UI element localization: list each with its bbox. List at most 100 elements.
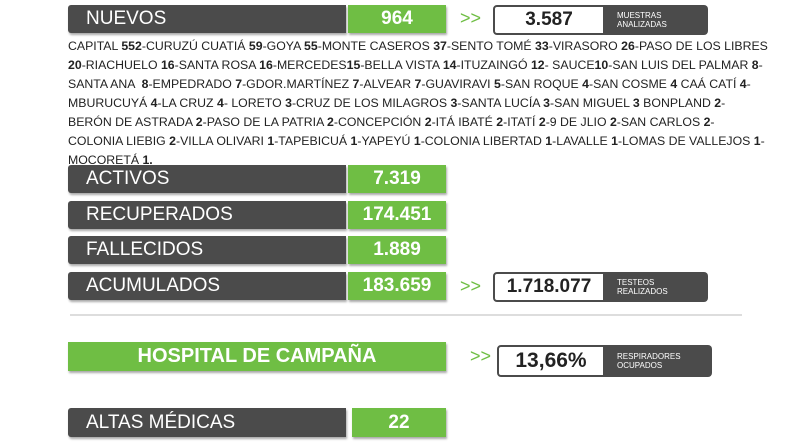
place-name: -BERÓN DE ASTRADA <box>68 96 726 129</box>
place-count: 3 <box>285 96 292 110</box>
stat-value: 1.889 <box>348 236 446 264</box>
place-name: -MERCEDES <box>272 58 347 72</box>
stat-value: 7.319 <box>348 165 446 193</box>
stat-value: 174.451 <box>348 201 446 229</box>
place-name: -SANTA ANA <box>68 58 763 91</box>
place-name: CAPITAL <box>68 39 122 53</box>
place-count: 2 <box>609 115 617 129</box>
place-name: -RIACHUELO <box>81 58 161 72</box>
place-count: 4 <box>670 77 678 91</box>
place-count: 4 <box>739 77 747 91</box>
stat-value: 183.659 <box>348 272 446 300</box>
place-name: -BELLA VISTA <box>360 58 443 72</box>
nuevos-value: 964 <box>348 5 446 33</box>
place-count: 2 <box>538 115 546 129</box>
place-count: 37 <box>433 39 447 53</box>
place-count: 3 <box>450 96 458 110</box>
place-name: -SAN COSME <box>589 77 671 91</box>
altas-value: 22 <box>352 408 446 437</box>
place-count: 4 <box>216 96 224 110</box>
distribution-text: CAPITAL 552-CURUZÚ CUATIÁ 59-GOYA 55-MON… <box>68 37 768 170</box>
place-name: -SENTO TOMÉ <box>446 39 536 53</box>
place-count: 16 <box>259 58 273 72</box>
muestras-value: 3.587 <box>493 5 605 35</box>
place-count: 15 <box>346 58 361 72</box>
place-name: -CURUZÚ CUATIÁ <box>141 39 249 53</box>
place-name: -VIRASORO <box>548 39 622 53</box>
place-count: 59 <box>248 39 263 53</box>
place-name: -SANTA LUCÍA <box>457 96 544 110</box>
place-count: 2 <box>169 134 176 148</box>
place-name: -CRUZ DE LOS MILAGROS <box>291 96 451 110</box>
place-name: -ITATÍ <box>503 115 539 129</box>
stat-label: ACTIVOS <box>68 165 346 193</box>
place-name: -GUAVIRAVI <box>421 77 494 91</box>
place-name: -YAPEYÚ <box>357 134 414 148</box>
place-name: -COLONIA LIEBIG <box>68 115 715 148</box>
place-name: -ALVEAR <box>359 77 415 91</box>
testeos-value: 1.718.077 <box>493 272 605 302</box>
place-count: 552 <box>121 39 142 53</box>
place-name: -MOCORETÁ <box>68 134 765 167</box>
place-count: 1. <box>142 153 153 167</box>
place-count: 2 <box>714 96 722 110</box>
arrow: >> <box>460 8 482 28</box>
place-count: 2 <box>424 115 432 129</box>
place-count: 2 <box>496 115 504 129</box>
nuevos-label: NUEVOS <box>68 5 346 33</box>
place-name: -ITUZAINGÓ <box>456 58 531 72</box>
place-count: 10 <box>594 58 609 72</box>
place-count: 1 <box>753 134 761 148</box>
place-count: 16 <box>160 58 175 72</box>
place-count: 2 <box>195 115 203 129</box>
place-name: -SAN LUIS DEL PALMAR <box>608 58 752 72</box>
place-name: -VILLA OLIVARI <box>176 134 268 148</box>
place-name: -GDOR.MARTÍNEZ <box>242 77 353 91</box>
place-count: 1 <box>350 134 358 148</box>
place-name: - SAUCE <box>544 58 595 72</box>
place-count: 5 <box>494 77 501 91</box>
place-name: -COLONIA LIBERTAD <box>420 134 546 148</box>
place-name: -TAPEBICUÁ <box>274 134 351 148</box>
place-count: 3 <box>632 96 640 110</box>
place-name: CAÁ CATÍ <box>677 77 740 91</box>
stat-label: FALLECIDOS <box>68 236 346 264</box>
place-name: -SAN ROQUE <box>500 77 583 91</box>
hospital-label: HOSPITAL DE CAMPAÑA <box>68 342 446 371</box>
place-name: -EMPEDRADO <box>148 77 236 91</box>
place-name: BONPLAND <box>639 96 715 110</box>
place-count: 7 <box>235 77 243 91</box>
place-count: 1 <box>611 134 618 148</box>
place-count: 1 <box>267 134 275 148</box>
place-name: -MONTE CASEROS <box>317 39 434 53</box>
place-count: 7 <box>414 77 422 91</box>
place-name: -9 DE JLIO <box>545 115 610 129</box>
altas-label: ALTAS MÉDICAS <box>68 408 346 437</box>
place-name: -ITÁ IBATÉ <box>431 115 497 129</box>
place-count: 14 <box>442 58 457 72</box>
place-count: 12 <box>530 58 545 72</box>
place-name: - LORETO <box>223 96 286 110</box>
respiradores-label: RESPIRADORES OCUPADOS <box>603 345 712 377</box>
place-name: -GOYA <box>262 39 305 53</box>
place-count: 3 <box>543 96 551 110</box>
place-name: -CONCEPCIÓN <box>333 115 425 129</box>
place-count: 1 <box>413 134 421 148</box>
respiradores-value: 13,66% <box>497 345 605 377</box>
divider <box>70 314 742 316</box>
place-count: 26 <box>621 39 635 53</box>
place-count: 20 <box>68 58 82 72</box>
place-name: -SAN MIGUEL <box>550 96 633 110</box>
place-count: 8 <box>751 58 759 72</box>
place-name: - MBURUCUYÁ <box>68 77 755 110</box>
place-name: -PASO DE LA PATRIA <box>202 115 328 129</box>
place-name: -SANTA ROSA <box>174 58 260 72</box>
place-count: 8 <box>141 77 149 91</box>
place-count: 4 <box>582 77 589 91</box>
testeos-label: TESTEOS REALIZADOS <box>603 272 708 302</box>
place-name: -PASO DE LOS LIBRES <box>634 39 772 53</box>
place-count: 1 <box>545 134 553 148</box>
place-count: 55 <box>304 39 318 53</box>
place-name: -SAN CARLOS <box>616 115 704 129</box>
stat-label: RECUPERADOS <box>68 201 346 229</box>
